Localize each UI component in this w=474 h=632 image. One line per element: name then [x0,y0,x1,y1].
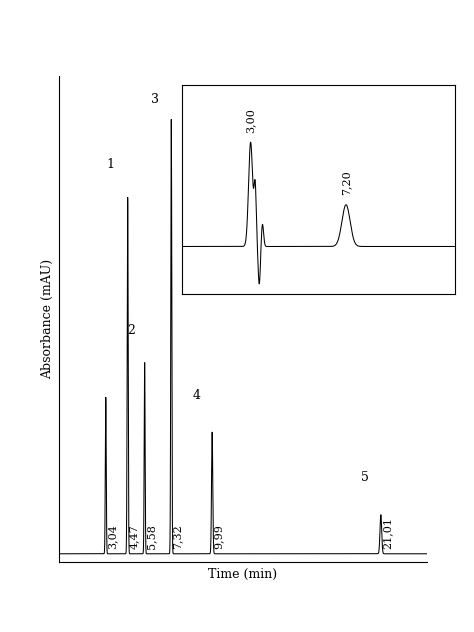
Text: 21,01: 21,01 [382,518,392,549]
Text: 2: 2 [127,324,135,336]
X-axis label: Time (min): Time (min) [209,568,277,581]
Text: 7,32: 7,32 [173,525,182,549]
Text: 1: 1 [107,159,115,171]
Text: 3,00: 3,00 [246,108,255,133]
Text: 7,20: 7,20 [341,171,351,195]
Text: 3: 3 [151,94,159,106]
Y-axis label: Absorbance (mAU): Absorbance (mAU) [41,259,54,379]
Text: 5: 5 [362,471,369,484]
Text: 9,99: 9,99 [213,525,224,549]
Text: 4,47: 4,47 [129,525,139,549]
Text: 3,04: 3,04 [107,525,117,549]
Text: 5,58: 5,58 [146,525,156,549]
Text: 4: 4 [192,389,200,402]
